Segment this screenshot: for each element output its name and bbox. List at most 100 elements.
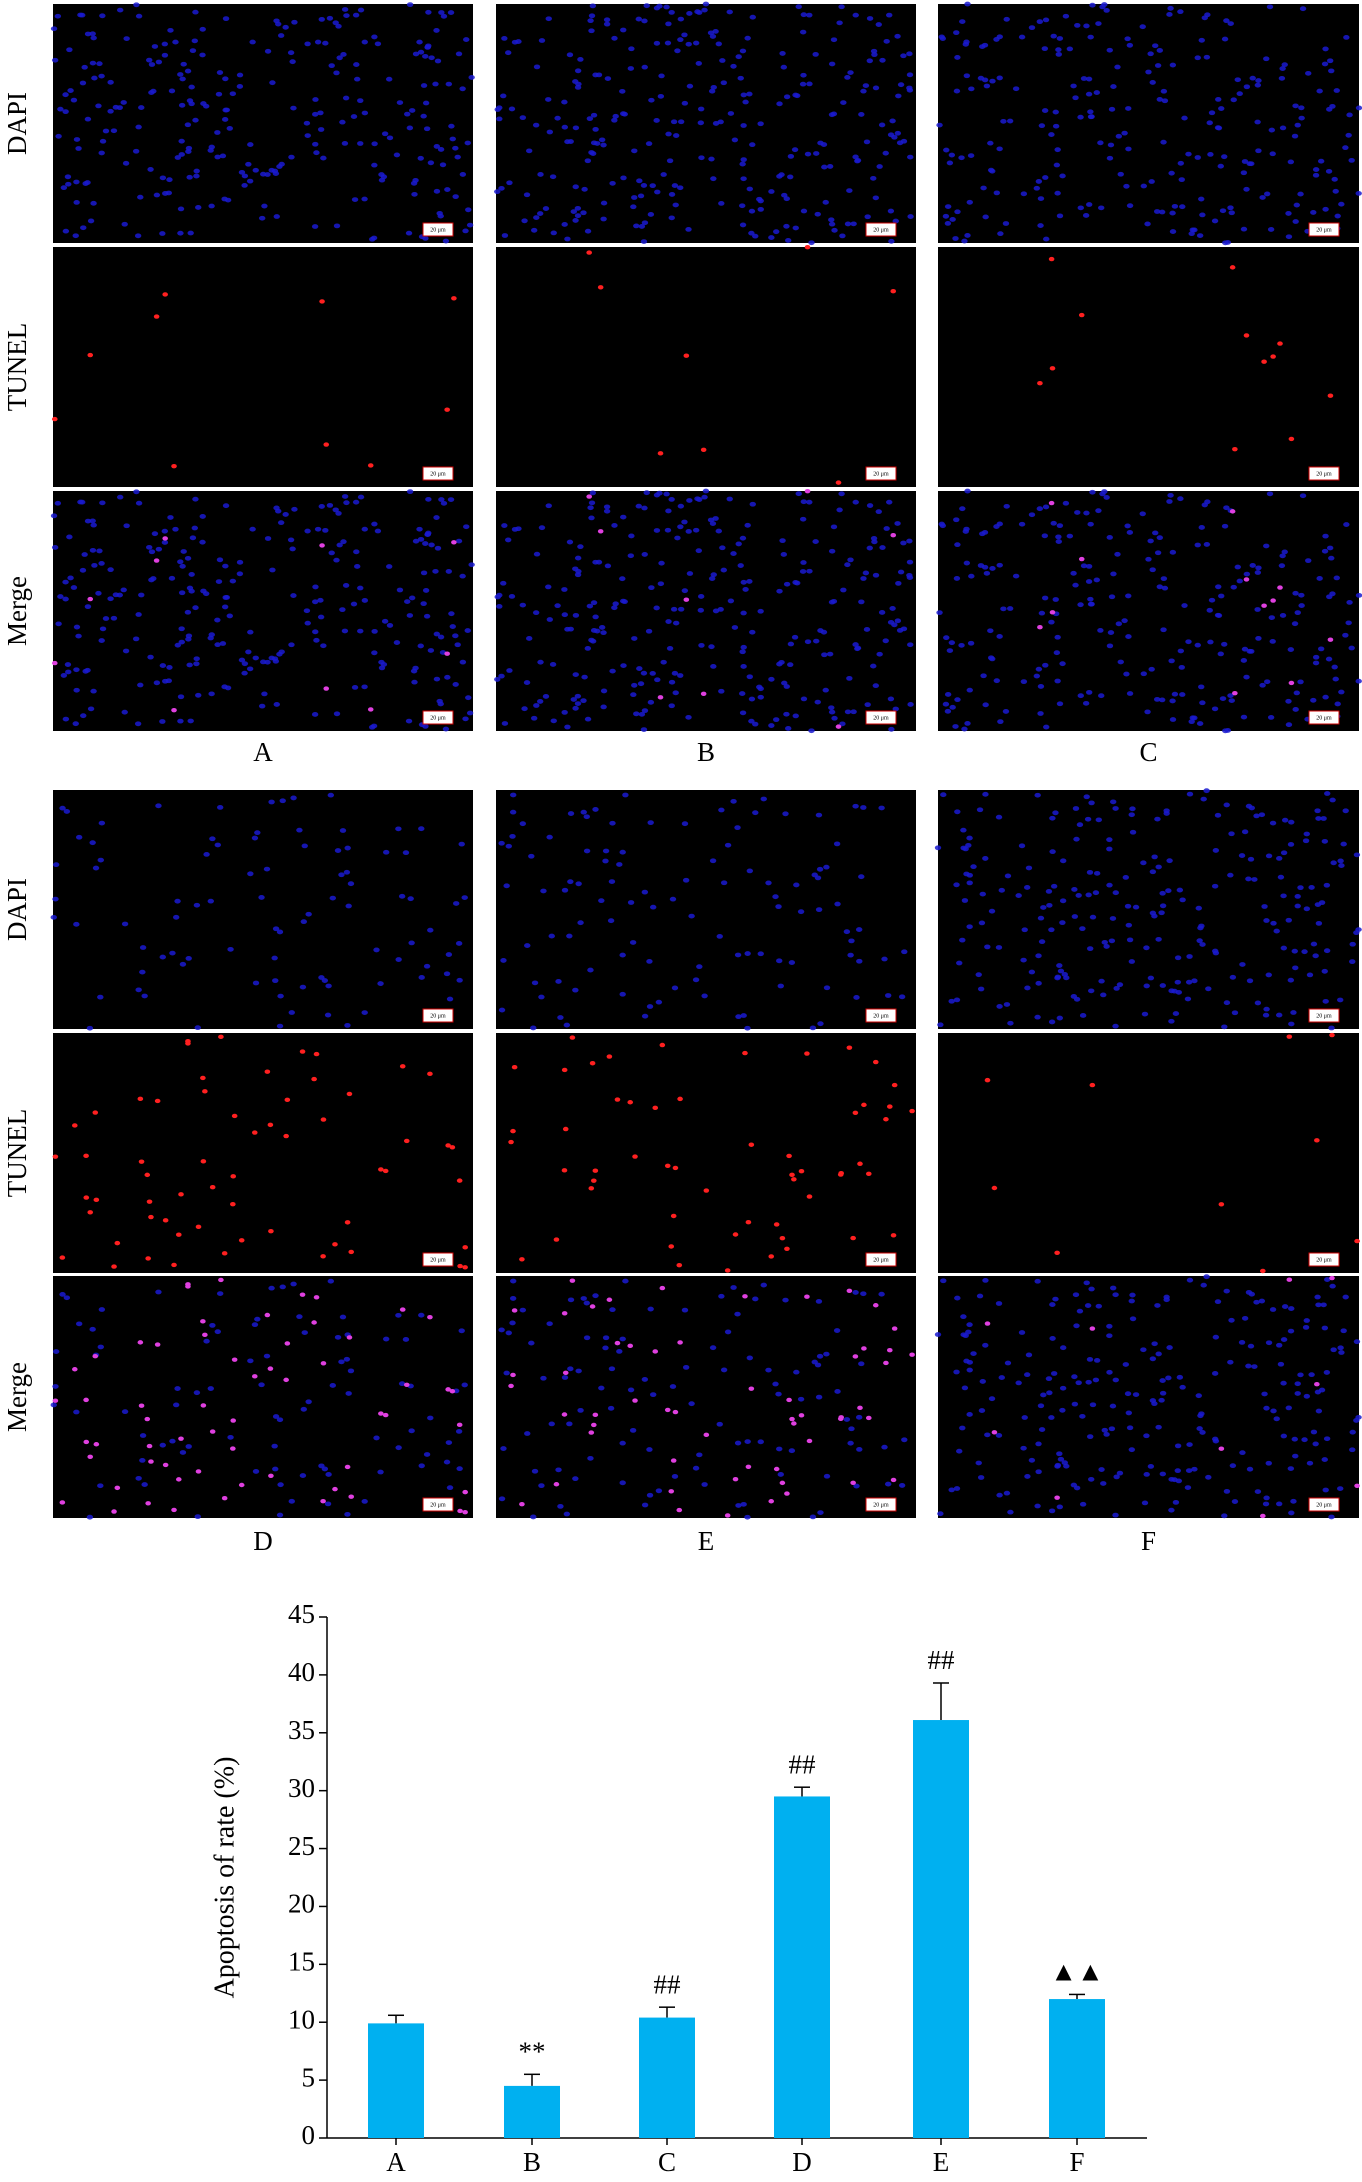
nucleus-dot: [102, 128, 110, 134]
scale-bar-label: 20 μm: [873, 227, 889, 233]
nucleus-dot: [995, 1301, 1003, 1306]
nucleus-dot: [62, 596, 69, 602]
nucleus-dot: [836, 20, 843, 26]
nucleus-dot: [1291, 621, 1299, 627]
nucleus-dot: [1332, 676, 1339, 682]
nucleus-dot: [566, 539, 574, 545]
nucleus-dot: [671, 1474, 679, 1479]
nucleus-dot: [73, 179, 80, 185]
nucleus-dot: [455, 51, 463, 57]
nucleus-dot: [590, 140, 598, 146]
nucleus-dot: [1042, 504, 1050, 510]
nucleus-dot: [1037, 196, 1045, 202]
nucleus-dot: [670, 119, 678, 125]
apoptotic-dot: [146, 1443, 153, 1449]
nucleus-dot: [1163, 811, 1170, 816]
apoptotic-dot: [883, 1117, 889, 1122]
nucleus-dot: [561, 124, 569, 130]
apoptotic-dot: [52, 1154, 59, 1159]
nucleus-dot: [222, 16, 230, 22]
apoptotic-dot: [344, 1220, 351, 1225]
nucleus-dot: [776, 588, 783, 594]
nucleus-dot: [1312, 654, 1320, 660]
nucleus-dot: [686, 571, 694, 576]
nucleus-dot: [73, 1409, 80, 1415]
nucleus-dot: [989, 656, 996, 662]
nucleus-dot: [214, 1329, 221, 1335]
nucleus-dot: [677, 37, 684, 43]
apoptotic-dot: [1261, 603, 1267, 608]
nucleus-dot: [1270, 1408, 1277, 1414]
nucleus-dot: [222, 563, 229, 569]
nucleus-dot: [773, 229, 780, 235]
nucleus-dot: [174, 1386, 181, 1391]
nucleus-dot: [321, 1466, 329, 1472]
nucleus-dot: [271, 168, 279, 174]
micrograph: 20 μm: [934, 788, 1362, 1031]
nucleus-dot: [290, 1281, 297, 1287]
nucleus-dot: [236, 72, 244, 78]
nucleus-dot: [1034, 1014, 1041, 1020]
nucleus-dot: [677, 524, 684, 530]
nucleus-dot: [958, 155, 965, 161]
nucleus-dot: [1087, 601, 1095, 607]
nucleus-dot: [1166, 499, 1173, 504]
nucleus-dot: [1297, 885, 1304, 891]
nucleus-dot: [1101, 2, 1108, 7]
nucleus-dot: [155, 59, 163, 65]
nucleus-dot: [498, 673, 505, 679]
nucleus-dot: [420, 570, 428, 576]
nucleus-dot: [335, 23, 342, 29]
nucleus-dot: [589, 3, 597, 9]
nucleus-dot: [498, 1327, 505, 1333]
nucleus-dot: [324, 1012, 332, 1018]
nucleus-dot: [1285, 211, 1292, 216]
micrograph: 20 μm: [51, 247, 473, 487]
nucleus-dot: [434, 545, 442, 551]
nucleus-dot: [498, 1007, 506, 1013]
nucleus-dot: [123, 523, 130, 529]
nucleus-dot: [344, 845, 351, 851]
nucleus-dot: [1123, 183, 1130, 189]
nucleus-dot: [1303, 1318, 1310, 1323]
nucleus-dot: [410, 180, 418, 186]
nucleus-dot: [343, 13, 350, 19]
nucleus-dot: [276, 1023, 284, 1029]
nucleus-dot: [752, 233, 759, 239]
nucleus-dot: [557, 1015, 564, 1020]
nucleus-dot: [1221, 1513, 1228, 1519]
nucleus-dot: [1189, 715, 1196, 721]
nucleus-dot: [567, 1366, 574, 1372]
nucleus-dot: [583, 1335, 591, 1341]
nucleus-dot: [1006, 606, 1014, 611]
nucleus-dot: [422, 100, 430, 106]
apoptotic-dot: [1048, 500, 1055, 506]
nucleus-dot: [1297, 1372, 1304, 1378]
nucleus-dot: [900, 138, 908, 144]
nucleus-dot: [1214, 612, 1222, 618]
row-label: DAPI: [2, 92, 32, 155]
nucleus-dot: [353, 62, 360, 67]
nucleus-dot: [1112, 1512, 1119, 1518]
nucleus-dot: [371, 162, 378, 168]
nucleus-dot: [862, 570, 870, 576]
nucleus-dot: [1077, 114, 1084, 120]
nucleus-dot: [995, 945, 1003, 950]
nucleus-dot: [1035, 666, 1043, 672]
apoptotic-dot: [378, 1411, 384, 1416]
nucleus-dot: [1040, 1392, 1047, 1398]
nucleus-dot: [150, 576, 157, 581]
nucleus-dot: [252, 167, 259, 173]
nucleus-dot: [887, 619, 895, 625]
nucleus-dot: [1072, 806, 1080, 811]
nucleus-dot: [1287, 647, 1295, 652]
nucleus-dot: [964, 721, 971, 726]
nucleus-dot: [1098, 978, 1105, 984]
nucleus-dot: [863, 627, 871, 632]
nucleus-dot: [191, 525, 198, 531]
apoptotic-dot: [886, 1104, 893, 1109]
nucleus-dot: [161, 528, 169, 534]
nucleus-dot: [953, 30, 960, 36]
nucleus-dot: [630, 204, 637, 210]
nucleus-dot: [1165, 888, 1172, 894]
